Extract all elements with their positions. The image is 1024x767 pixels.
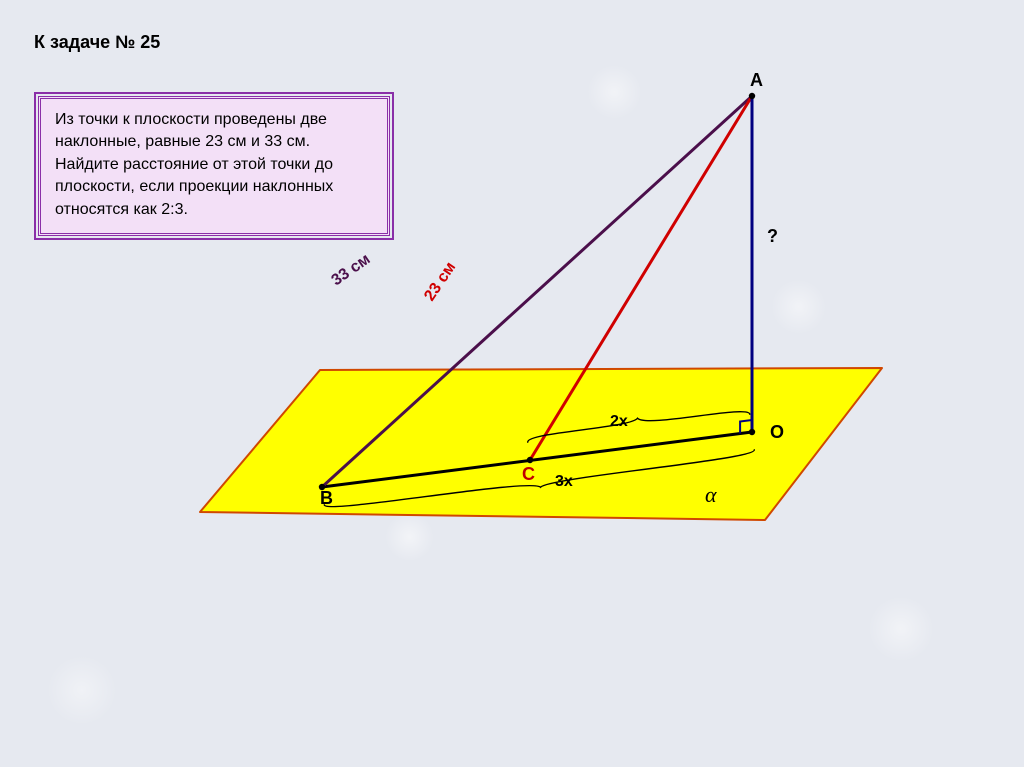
label-3x: 3x <box>555 473 573 490</box>
label-23cm: 23 см <box>421 259 459 304</box>
label-33cm: 33 см <box>329 251 374 290</box>
label-2x: 2x <box>610 413 628 430</box>
label-plane-alpha: α <box>705 482 717 507</box>
label-B: В <box>320 488 333 508</box>
label-question-mark: ? <box>767 226 778 246</box>
label-A: А <box>750 70 763 90</box>
geometry-diagram: А O В С? 33 см 23 см 2x 3x α <box>0 0 1024 767</box>
label-C: С <box>522 464 535 484</box>
label-O: O <box>770 422 784 442</box>
